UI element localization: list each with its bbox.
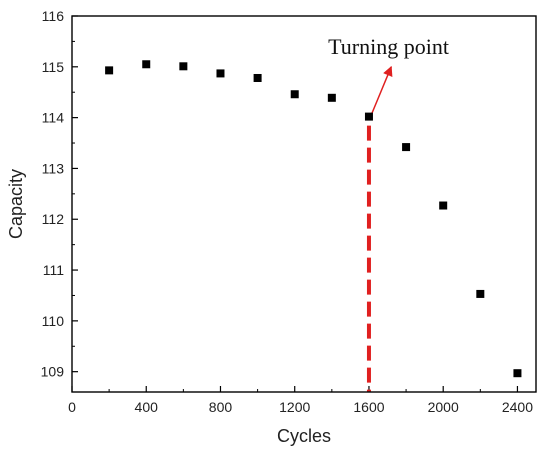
data-point [439, 201, 448, 210]
data-point [179, 62, 188, 71]
y-tick-label: 114 [42, 110, 65, 126]
y-tick-label: 109 [41, 364, 65, 380]
turning-point-label: Turning point [328, 34, 449, 59]
x-tick-label: 2000 [428, 399, 459, 415]
data-point [476, 289, 485, 298]
plot-frame [71, 15, 537, 393]
y-tick-labels: 109 110 111 112 113 114 115 116 [41, 8, 65, 380]
x-axis-title: Cycles [277, 426, 331, 446]
y-tick-label: 110 [42, 313, 65, 329]
data-point [364, 112, 373, 121]
annotation-layer [366, 65, 393, 392]
y-tick-label: 111 [43, 262, 64, 278]
data-point [253, 73, 262, 82]
data-points [105, 60, 522, 378]
y-tick-label: 115 [42, 59, 65, 75]
data-point [327, 93, 336, 102]
turning-point-arrow [370, 65, 393, 116]
y-tick-label: 113 [42, 160, 65, 176]
y-axis-title: Capacity [6, 169, 26, 239]
y-tick-label: 116 [42, 8, 65, 24]
x-tick-label: 1200 [279, 399, 310, 415]
data-point [142, 60, 151, 69]
data-point [105, 66, 114, 75]
x-tick-label: 2400 [502, 399, 533, 415]
x-tick-label: 1600 [353, 399, 384, 415]
x-tick-label: 800 [209, 399, 233, 415]
data-point [402, 143, 411, 152]
data-point [290, 90, 299, 99]
y-tick-label: 112 [42, 211, 65, 227]
data-point [216, 69, 225, 78]
data-point [513, 369, 522, 378]
x-tick-label: 400 [135, 399, 159, 415]
axis-ticks [71, 15, 519, 392]
x-tick-label: 0 [68, 399, 76, 415]
x-tick-labels: 0 400 800 1200 1600 2000 2400 [68, 399, 533, 415]
